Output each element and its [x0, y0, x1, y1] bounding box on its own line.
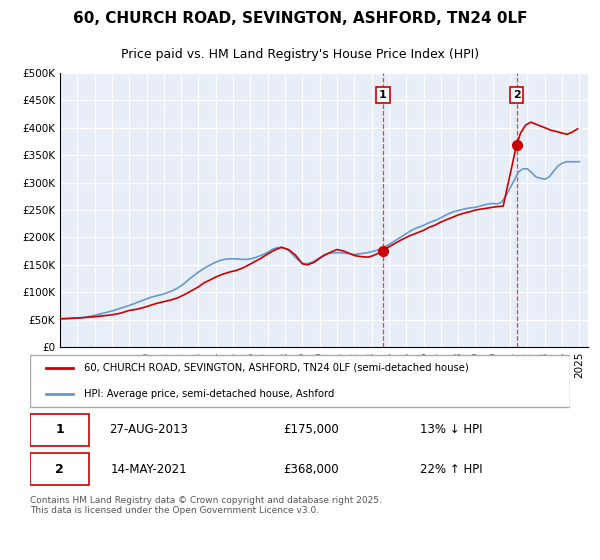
FancyBboxPatch shape: [30, 355, 570, 407]
Text: 27-AUG-2013: 27-AUG-2013: [109, 423, 188, 436]
Text: 14-MAY-2021: 14-MAY-2021: [110, 463, 187, 476]
Text: £175,000: £175,000: [283, 423, 338, 436]
Text: HPI: Average price, semi-detached house, Ashford: HPI: Average price, semi-detached house,…: [84, 389, 334, 399]
Text: 2: 2: [512, 90, 520, 100]
Text: 13% ↓ HPI: 13% ↓ HPI: [420, 423, 482, 436]
FancyBboxPatch shape: [30, 414, 89, 446]
Text: 60, CHURCH ROAD, SEVINGTON, ASHFORD, TN24 0LF (semi-detached house): 60, CHURCH ROAD, SEVINGTON, ASHFORD, TN2…: [84, 363, 469, 373]
FancyBboxPatch shape: [30, 454, 89, 485]
Text: 1: 1: [55, 423, 64, 436]
Text: 1: 1: [379, 90, 387, 100]
Text: £368,000: £368,000: [283, 463, 338, 476]
Text: Contains HM Land Registry data © Crown copyright and database right 2025.
This d: Contains HM Land Registry data © Crown c…: [30, 496, 382, 515]
Text: Price paid vs. HM Land Registry's House Price Index (HPI): Price paid vs. HM Land Registry's House …: [121, 48, 479, 61]
Text: 2: 2: [55, 463, 64, 476]
Text: 60, CHURCH ROAD, SEVINGTON, ASHFORD, TN24 0LF: 60, CHURCH ROAD, SEVINGTON, ASHFORD, TN2…: [73, 11, 527, 26]
Text: 22% ↑ HPI: 22% ↑ HPI: [420, 463, 482, 476]
